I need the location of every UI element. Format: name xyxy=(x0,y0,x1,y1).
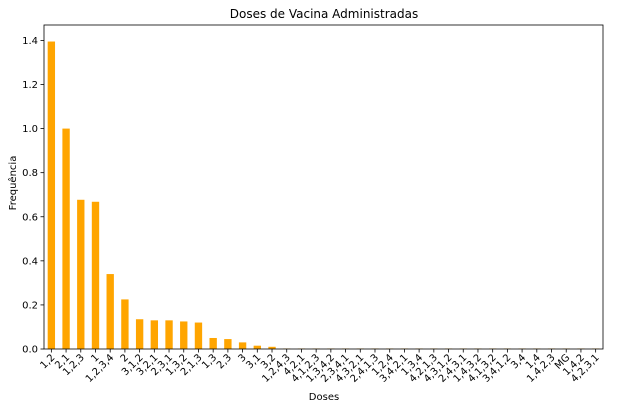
y-axis-label: Frequência xyxy=(7,156,19,211)
bar xyxy=(253,345,261,349)
y-axis: 0.0 0.2 0.4 0.6 0.8 1.0 1.2 1.4 xyxy=(22,36,44,356)
y-tick-label: 1.2 xyxy=(22,80,38,91)
x-axis: 1,22,11,2,3 11,2,3,4 23,1,23,2,12,3,11,3,2… xyxy=(38,349,602,385)
y-tick-label: 0.0 xyxy=(22,345,38,356)
bar xyxy=(91,201,100,349)
x-tick-label: 2,3 xyxy=(215,352,234,371)
y-tick-label: 1.0 xyxy=(22,124,38,135)
bar xyxy=(135,319,144,349)
chart-title: Doses de Vacina Administradas xyxy=(230,7,418,21)
bar xyxy=(165,320,173,349)
y-tick-label: 0.8 xyxy=(22,168,38,179)
bar xyxy=(209,337,217,349)
bar xyxy=(47,41,56,349)
bar xyxy=(150,320,159,349)
bar xyxy=(238,342,247,349)
bar xyxy=(194,322,203,349)
y-tick-label: 0.4 xyxy=(22,256,38,267)
bar xyxy=(180,321,188,349)
bars-group xyxy=(47,41,600,349)
bar xyxy=(77,199,85,349)
y-tick-label: 0.2 xyxy=(22,300,38,311)
bar xyxy=(106,274,114,349)
x-axis-label: Doses xyxy=(309,392,339,403)
bar xyxy=(224,339,232,349)
bar xyxy=(62,128,70,349)
bar xyxy=(268,346,276,349)
y-tick-label: 0.6 xyxy=(22,212,38,223)
y-tick-label: 1.4 xyxy=(22,36,38,47)
plot-frame xyxy=(43,24,604,350)
bar xyxy=(121,299,129,349)
